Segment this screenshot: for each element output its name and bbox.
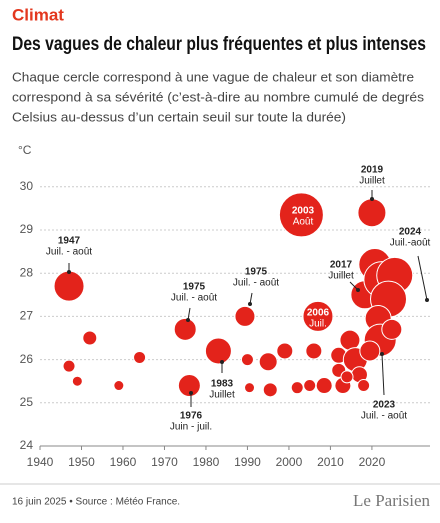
y-tick-label: 28 — [20, 265, 34, 279]
annotation-year: 2003 — [292, 206, 315, 217]
annotation-period: Août — [293, 217, 314, 228]
x-tick-label: 1950 — [68, 455, 95, 469]
bubble — [303, 379, 317, 393]
annotation-year: 2023 — [373, 400, 396, 411]
annotation-dot — [67, 270, 71, 274]
y-tick-label: 30 — [20, 179, 34, 193]
annotation-pointer — [417, 255, 428, 301]
x-tick-label: 1980 — [193, 455, 220, 469]
x-tick-label: 1960 — [110, 455, 137, 469]
logo: Le Parisien — [353, 491, 430, 510]
annotation-dot — [220, 360, 224, 364]
bubble — [113, 380, 125, 392]
chart-title: Des vagues de chaleur plus fréquentes et… — [12, 34, 426, 55]
bubble — [359, 340, 381, 362]
annotation-pointer — [381, 353, 385, 396]
annotation-dot — [189, 391, 193, 395]
x-tick-label: 1940 — [27, 455, 54, 469]
x-tick-label: 1970 — [151, 455, 178, 469]
bubble — [302, 300, 334, 332]
x-tick-label: 2000 — [276, 455, 303, 469]
bubble — [278, 192, 324, 238]
annotation-period: Juillet — [209, 390, 235, 401]
bubble — [177, 374, 201, 398]
annotation-pointer — [187, 307, 191, 321]
annotation-year: 1975 — [183, 282, 206, 293]
bubble — [262, 382, 278, 398]
annotation-period: Juil. - août — [233, 278, 279, 289]
bubble — [357, 379, 371, 393]
annotation-year: 2019 — [361, 165, 384, 176]
subtitle: correspond à sa sévérité (c’est-à-dire a… — [12, 89, 425, 104]
bubble — [258, 352, 278, 372]
y-tick-label: 26 — [20, 352, 34, 366]
y-tick-label: 29 — [20, 222, 34, 236]
x-tick-label: 2010 — [317, 455, 344, 469]
bubble — [244, 382, 256, 394]
annotation-period: Juil. - août — [46, 247, 92, 258]
y-tick-label: 24 — [20, 438, 34, 452]
subtitle: Celsius au-dessus d’un certain seuil sur… — [12, 109, 346, 124]
subtitle: Chaque cercle correspond à une vague de … — [12, 69, 414, 84]
y-tick-label: 27 — [20, 309, 34, 323]
x-tick-label: 2020 — [359, 455, 386, 469]
bubble — [82, 330, 98, 346]
bubble — [340, 370, 354, 384]
annotation-dot — [370, 197, 374, 201]
annotation-period: Juin - juil. — [170, 422, 212, 433]
bubble — [133, 350, 147, 364]
annotation-period: Juillet — [328, 271, 354, 282]
annotation-period: Juil. - août — [361, 411, 407, 422]
section: Climat — [12, 5, 64, 24]
annotation-dot — [380, 352, 384, 356]
bubble — [357, 198, 387, 228]
source: 16 juin 2025 • Source : Météo France. — [12, 497, 180, 508]
annotation-period: Juillet — [359, 176, 385, 187]
annotation-dot — [186, 318, 190, 322]
annotation-year: 1947 — [58, 236, 81, 247]
y-unit: °C — [18, 143, 32, 157]
bubble — [276, 342, 294, 360]
annotation-year: 1976 — [180, 411, 203, 422]
y-tick-label: 25 — [20, 395, 34, 409]
annotation-dot — [425, 298, 429, 302]
annotation-year: 1975 — [245, 267, 268, 278]
bubble — [204, 337, 232, 365]
bubble — [234, 305, 256, 327]
annotation-year: 2006 — [307, 308, 330, 319]
bubble — [71, 375, 83, 387]
annotation-year: 1983 — [211, 379, 234, 390]
bubble — [240, 353, 254, 367]
bubble — [381, 318, 403, 340]
bubble — [305, 342, 323, 360]
bubble — [173, 317, 197, 341]
bubble — [53, 270, 85, 302]
x-tick-label: 1990 — [234, 455, 261, 469]
bubble — [62, 359, 76, 373]
annotation-dot — [248, 302, 252, 306]
bubble — [315, 377, 333, 395]
annotation-period: Juil. — [309, 319, 327, 330]
annotation-year: 2024 — [399, 227, 422, 238]
bubble — [339, 329, 361, 351]
bubble — [290, 381, 304, 395]
annotation-year: 2017 — [330, 260, 353, 271]
annotation-dot — [356, 288, 360, 292]
annotation-period: Juil. - août — [171, 293, 217, 304]
annotation-period: Juil.-août — [390, 238, 431, 249]
